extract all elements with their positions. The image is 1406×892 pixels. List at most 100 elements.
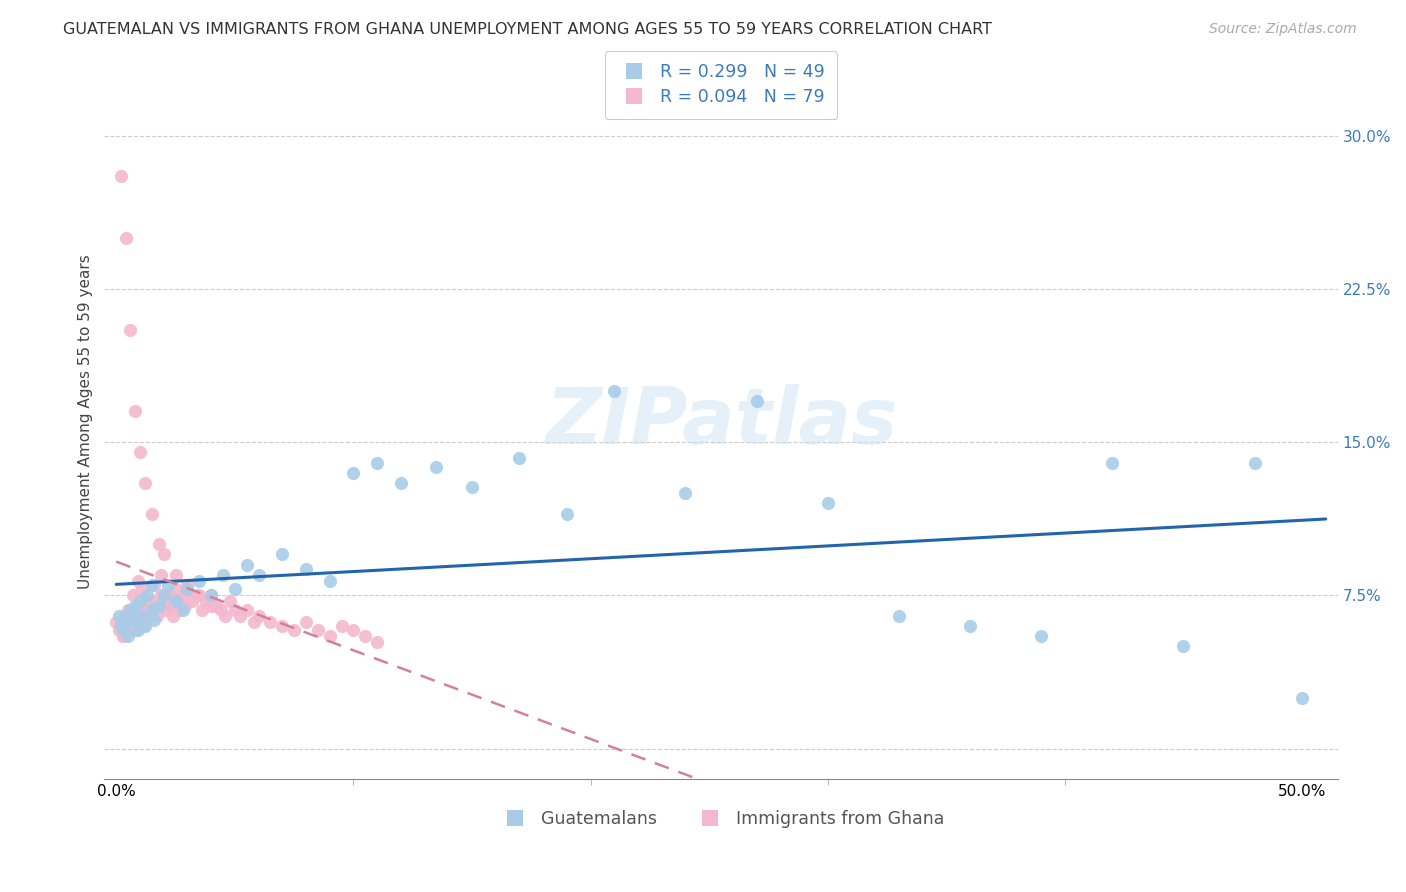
Point [555,507,578,521]
Point [121,613,143,627]
Point [112,629,135,643]
Point [271,548,294,562]
Point [205,599,228,613]
Point [152,594,174,608]
Point [157,588,180,602]
Point [176,582,198,597]
Point [165,582,187,597]
Point [121,588,143,602]
Point [150,588,173,602]
Point [117,619,139,633]
Point [235,558,257,572]
Point [136,588,159,602]
Point [112,629,135,643]
Point [124,404,146,418]
Point [127,623,149,637]
Point [295,615,318,629]
Point [174,599,197,613]
Point [152,588,174,602]
Point [675,486,697,500]
Point [247,568,270,582]
Point [307,623,329,637]
Point [157,578,180,592]
Point [157,588,180,602]
Point [959,619,981,633]
Point [247,608,270,623]
Point [129,594,152,608]
Point [318,574,340,588]
Point [425,459,447,474]
Point [176,578,198,592]
Point [127,602,149,616]
Point [131,619,153,633]
Point [165,594,187,608]
Point [152,548,174,562]
Point [354,629,377,643]
Point [131,582,153,597]
Point [112,623,135,637]
Point [148,599,170,613]
Point [134,619,156,633]
Point [129,608,152,623]
Point [120,323,142,337]
Point [212,568,235,582]
Point [110,169,132,184]
Point [114,608,136,623]
Point [1291,690,1313,705]
Point [165,568,187,582]
Point [200,588,222,602]
Point [389,475,412,490]
Point [117,602,139,616]
Point [105,615,128,629]
Point [342,466,364,480]
Point [181,594,204,608]
Point [172,602,194,616]
Point [134,475,156,490]
Point [136,594,159,608]
Point [1101,456,1123,470]
Point [224,582,246,597]
Point [188,588,211,602]
Point [162,608,184,623]
Point [120,602,142,616]
Point [186,588,208,602]
Point [120,623,142,637]
Point [155,602,177,616]
Y-axis label: Unemployment Among Ages 55 to 59 years: Unemployment Among Ages 55 to 59 years [79,254,93,589]
Point [167,594,190,608]
Point [603,384,626,398]
Point [176,582,198,597]
Point [295,562,318,576]
Point [107,623,129,637]
Point [887,608,910,623]
Point [219,594,242,608]
Point [114,615,136,629]
Point [148,599,170,613]
Point [134,602,156,616]
Point [318,629,340,643]
Point [136,608,159,623]
Point [817,496,839,510]
Point [172,588,194,602]
Point [259,615,281,629]
Point [159,599,181,613]
Point [330,619,353,633]
Point [366,635,388,649]
Point [124,599,146,613]
Point [195,594,218,608]
Point [143,613,166,627]
Point [188,574,211,588]
Point [141,578,163,592]
Point [121,613,143,627]
Point [214,608,236,623]
Legend: Guatemalans, Immigrants from Ghana: Guatemalans, Immigrants from Ghana [491,803,950,835]
Text: ZIPatlas: ZIPatlas [546,384,897,459]
Point [127,574,149,588]
Point [141,594,163,608]
Point [271,619,294,633]
Point [508,451,530,466]
Point [461,480,484,494]
Point [141,602,163,616]
Point [143,578,166,592]
Point [141,507,163,521]
